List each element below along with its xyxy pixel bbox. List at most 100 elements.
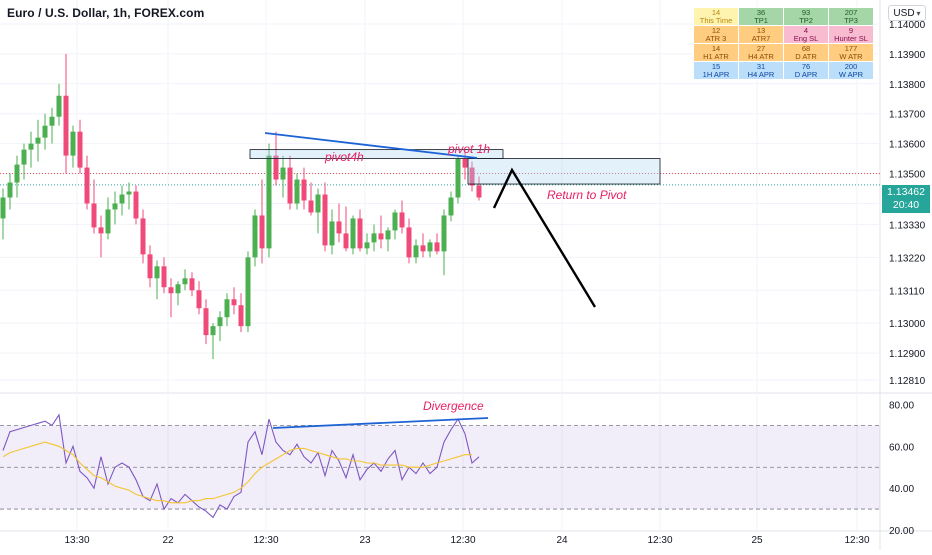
candle-body	[126, 191, 132, 195]
candle-body	[301, 179, 307, 201]
stats-row: 15 1H APR 31 H4 APR 76 D APR 200 W APR	[694, 62, 873, 79]
candle-body	[0, 197, 6, 219]
stats-cell: 14 H1 ATR	[694, 44, 738, 61]
candle-body	[21, 149, 27, 165]
stats-label: TP2	[799, 15, 813, 25]
stats-value: 36	[756, 7, 766, 17]
candle-body	[224, 299, 230, 318]
candle-body	[280, 167, 286, 180]
time-tick-label: 12:30	[844, 535, 869, 546]
rsi-ma-line	[2, 441, 472, 504]
price-tick-label: 1.13900	[889, 50, 926, 61]
stats-label: D ATR	[795, 51, 817, 61]
stats-value: 68	[801, 43, 811, 53]
stats-cell: 12 ATR 3	[694, 26, 738, 43]
price-tick-label: 1.12900	[889, 349, 926, 360]
stats-value: 14	[711, 43, 721, 53]
rsi-tick-label: 80.00	[889, 400, 914, 411]
candle-body	[273, 155, 279, 180]
time-tick-label: 13:30	[64, 535, 89, 546]
stats-value: 4	[803, 25, 809, 35]
candle-body	[336, 221, 342, 234]
price-tick-label: 1.13700	[889, 110, 926, 121]
stats-cell: 76 D APR	[784, 62, 828, 79]
symbol-title[interactable]: Euro / U.S. Dollar, 1h, FOREX.com	[7, 6, 205, 20]
candle-body	[238, 305, 244, 327]
candle-body	[392, 212, 398, 231]
bar-countdown: 20:40	[892, 199, 920, 211]
stats-label: ATR7	[751, 33, 771, 43]
price-tick-label: 1.13220	[889, 253, 926, 264]
candle-body	[28, 143, 34, 150]
candle-body	[245, 257, 251, 327]
stats-value: 200	[844, 61, 858, 71]
candle-body	[70, 131, 76, 156]
candle-body	[14, 164, 20, 183]
stats-value: 207	[844, 7, 858, 17]
stats-cell: 177 W ATR	[829, 44, 873, 61]
candle-body	[231, 299, 237, 306]
stats-row: 14 This Time 36 TP1 93 TP2 207 TP3	[694, 8, 873, 25]
candle-body	[448, 197, 454, 216]
candle-body	[84, 167, 90, 204]
price-tick-label: 1.13800	[889, 80, 926, 91]
rsi-tick-label: 60.00	[889, 442, 914, 453]
stats-value: 15	[711, 61, 721, 71]
stats-value: 27	[756, 43, 766, 53]
stats-label: D APR	[794, 69, 818, 79]
stats-label: TP3	[844, 15, 858, 25]
candle-body	[42, 125, 48, 138]
stats-cell: 200 W APR	[829, 62, 873, 79]
candle-body	[343, 233, 349, 249]
currency-label: USD	[893, 7, 915, 19]
stats-value: 93	[801, 7, 811, 17]
candle-body	[133, 191, 139, 219]
candle-body	[413, 245, 419, 258]
stats-label: W APR	[838, 69, 864, 79]
candle-body	[105, 209, 111, 234]
current-price-badge: 1.13462 20:40	[882, 185, 930, 213]
stats-row: 12 ATR 3 13 ATR7 4 Eng SL 9 Hunter SL	[694, 26, 873, 43]
stats-cell: 93 TP2	[784, 8, 828, 25]
candle-body	[462, 158, 468, 168]
currency-selector[interactable]: USD ▾	[888, 5, 926, 21]
candle-body	[315, 194, 321, 213]
stats-label: Eng SL	[793, 33, 819, 43]
stats-cell: 13 ATR7	[739, 26, 783, 43]
stats-cell: 4 Eng SL	[784, 26, 828, 43]
candle-body	[252, 215, 258, 258]
candle-body	[175, 284, 181, 294]
candle-body	[364, 242, 370, 249]
stats-value: 31	[756, 61, 766, 71]
candle-body	[259, 215, 265, 249]
price-tick-label: 1.13500	[889, 170, 926, 181]
stats-value: 177	[844, 43, 858, 53]
pivot1h-zone	[467, 158, 661, 185]
candle-body	[203, 308, 209, 336]
candle-body	[420, 245, 426, 252]
stats-label: Hunter SL	[834, 33, 868, 43]
stats-value: 13	[756, 25, 766, 35]
candle-body	[91, 203, 97, 228]
stats-label: This Time	[699, 15, 733, 25]
stats-label: 1H APR	[702, 69, 730, 79]
candle-body	[210, 326, 216, 336]
candle-body	[196, 290, 202, 309]
stats-cell: 31 H4 APR	[739, 62, 783, 79]
time-tick-label: 12:30	[253, 535, 278, 546]
candle-body	[35, 137, 41, 144]
rsi-band	[0, 425, 880, 510]
time-tick-label: 23	[359, 535, 371, 546]
pivot4h-label: pivot4h	[324, 150, 364, 164]
stats-table: 14 This Time 36 TP1 93 TP2 207 TP3 12 ATR 3 13 ATR7…	[693, 7, 874, 80]
stats-label: H4 ATR	[748, 51, 774, 61]
pivot4h-zone	[249, 149, 504, 159]
stats-value: 76	[801, 61, 811, 71]
candle-body	[217, 317, 223, 327]
candle-body	[378, 233, 384, 240]
candle-body	[266, 155, 272, 249]
candle-body	[140, 218, 146, 255]
candle-body	[350, 218, 356, 249]
